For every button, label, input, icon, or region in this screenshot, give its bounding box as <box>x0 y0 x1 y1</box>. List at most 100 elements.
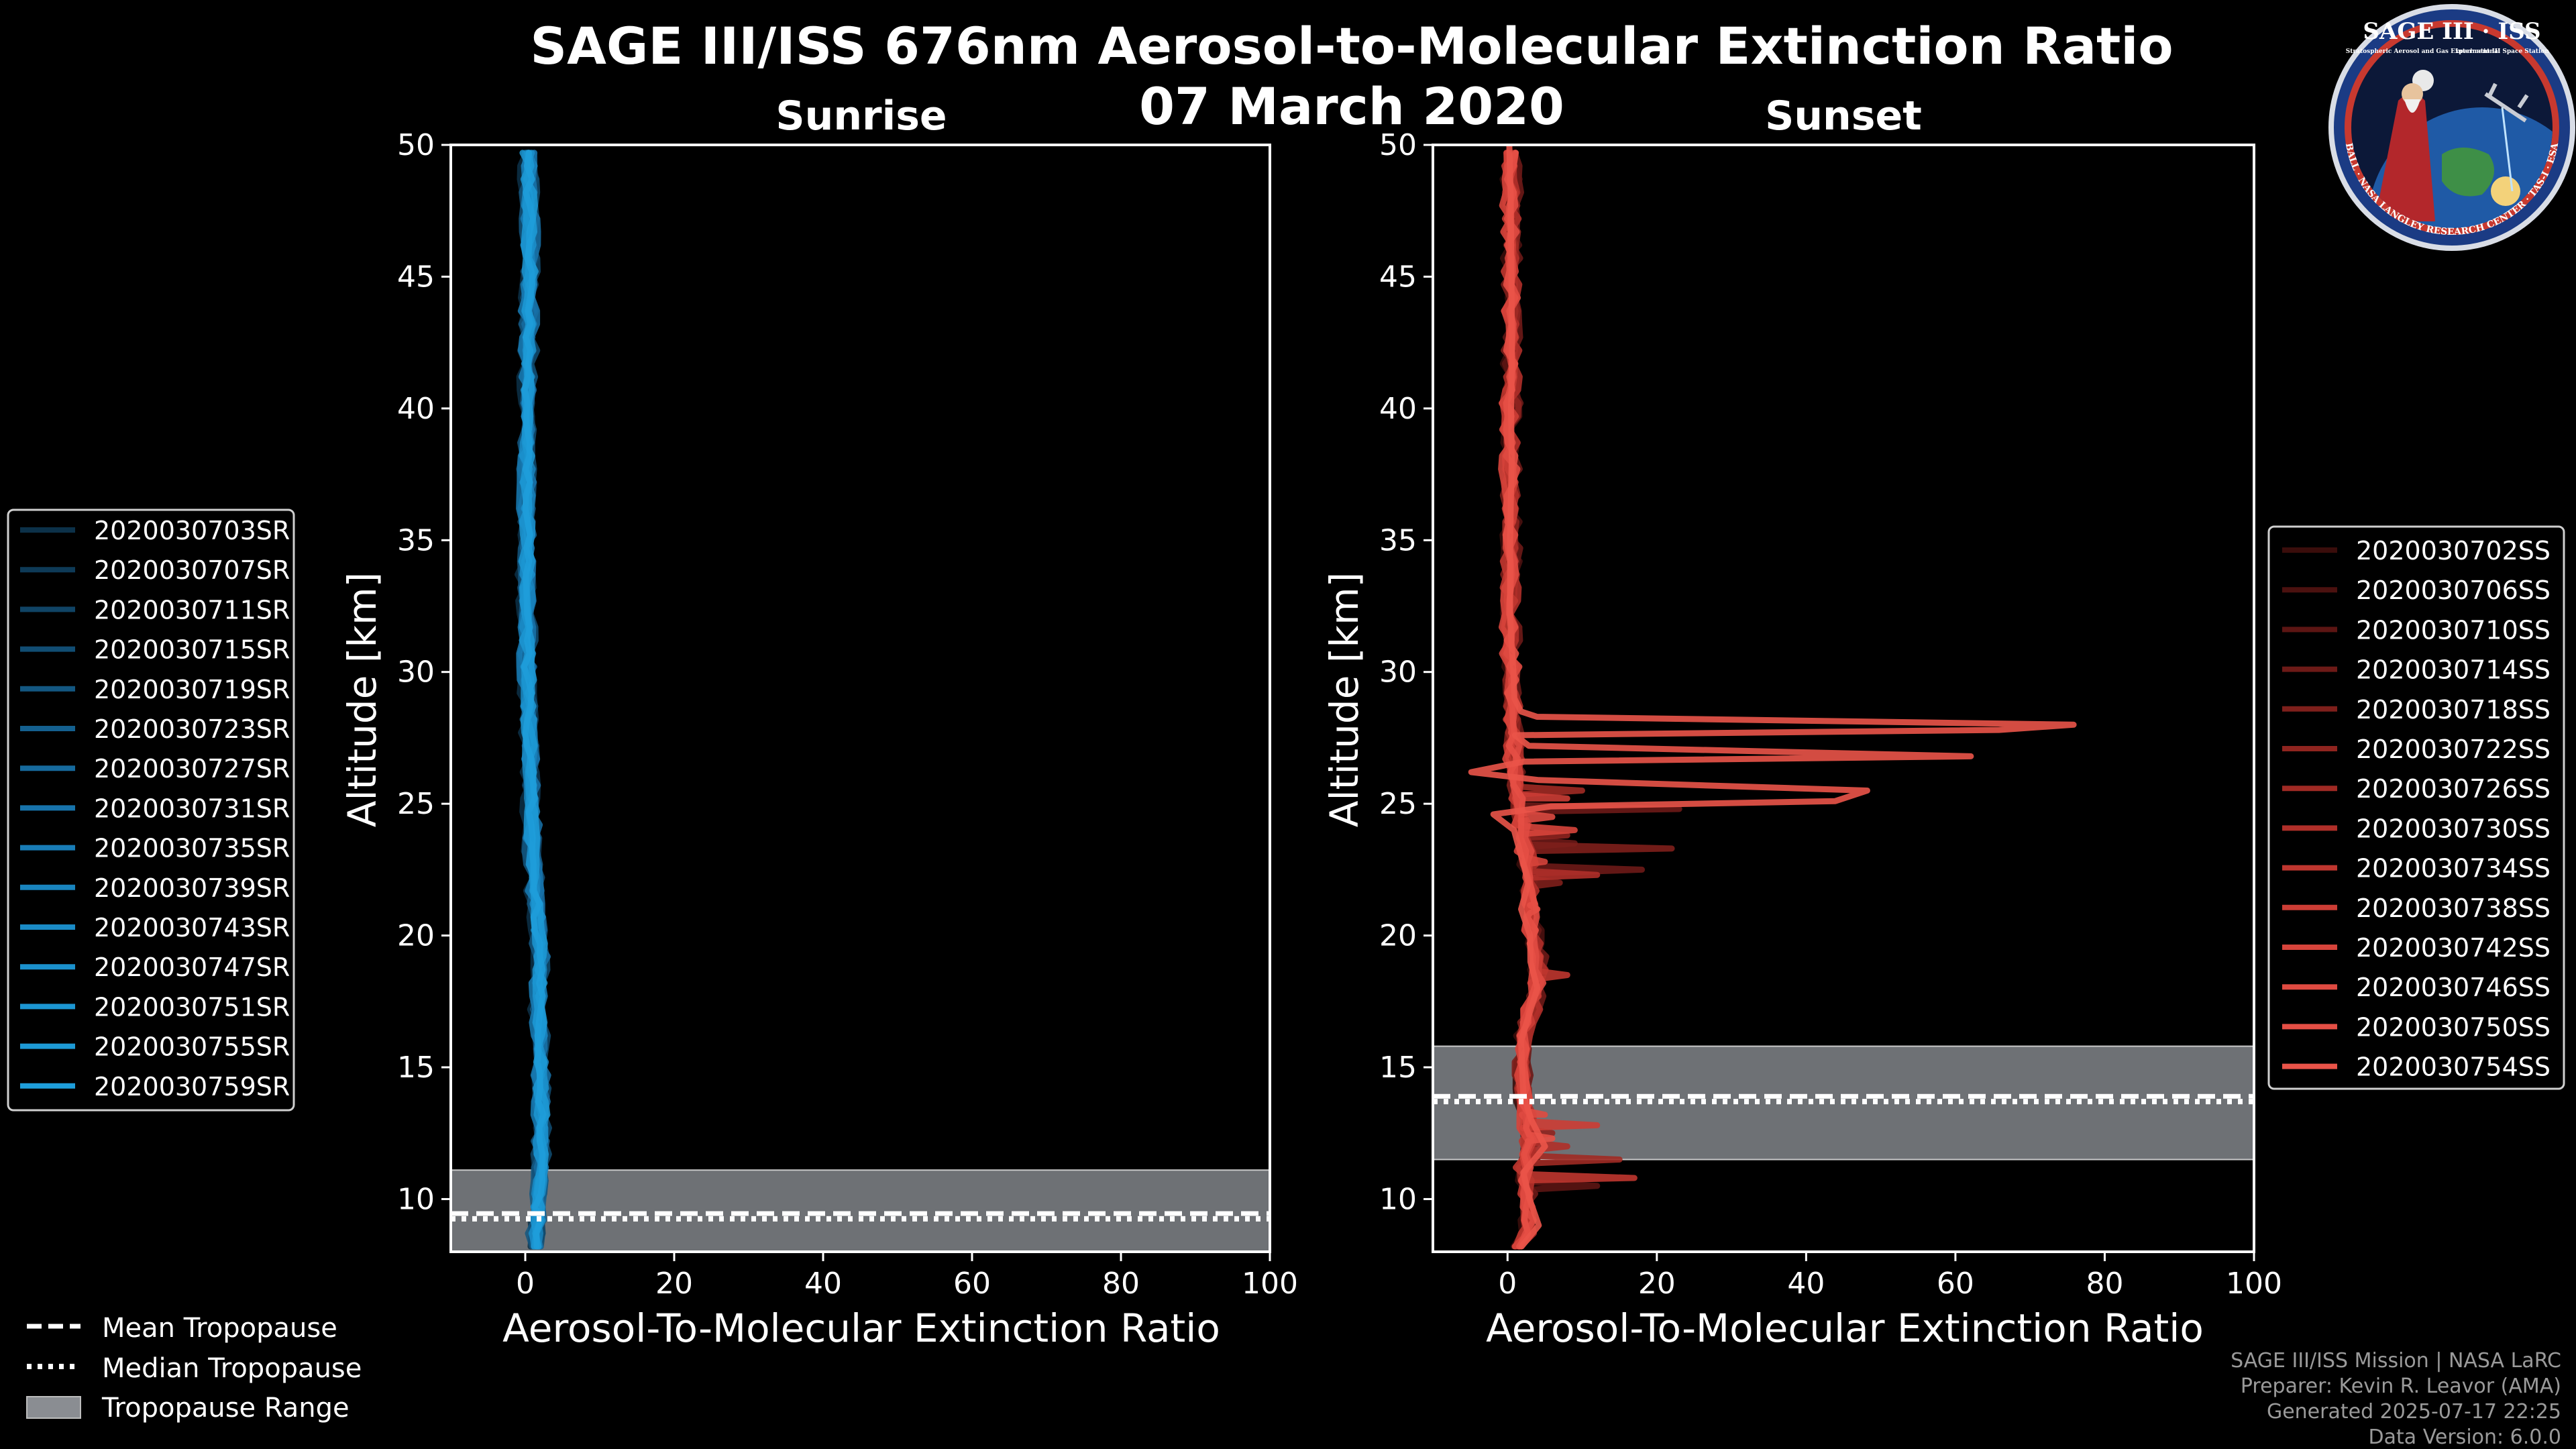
sunrise-y-tick-label: 40 <box>397 392 435 426</box>
sunrise-y-tick-label: 30 <box>397 655 435 690</box>
sunset-x-tick-label: 40 <box>1787 1267 1825 1301</box>
sunrise-tropopause-range <box>451 1169 1270 1252</box>
sunrise-y-axis-label: Altitude [km] <box>339 572 385 827</box>
logo-iss-station <box>2484 83 2529 123</box>
sunrise-y-tick-label: 35 <box>397 523 435 557</box>
sunrise-x-tick-label: 20 <box>655 1267 693 1301</box>
sunset-y-tick-label: 50 <box>1379 128 1417 162</box>
credits: SAGE III/ISS Mission | NASA LaRC Prepare… <box>2231 1349 2561 1449</box>
sunrise-legend-label: 2020030707SR <box>94 555 290 585</box>
sunrise-legend-label: 2020030751SR <box>94 992 290 1022</box>
sunrise-legend: 2020030703SR 2020030707SR 2020030711SR 2020… <box>7 508 295 1112</box>
sunrise-legend-label: 2020030731SR <box>94 794 290 823</box>
sunset-legend-label: 2020030702SS <box>2356 536 2551 566</box>
sunset-plot-content <box>1433 145 2254 1250</box>
sunrise-legend-label: 2020030743SR <box>94 913 290 943</box>
sunrise-legend-label: 2020030703SR <box>94 516 290 545</box>
sunrise-y-tick-label: 15 <box>397 1051 435 1085</box>
sunset-y-tick-label: 35 <box>1379 523 1417 557</box>
logo-title: SAGE III · ISS <box>2363 18 2540 45</box>
sunset-legend-label: 2020030706SS <box>2356 576 2551 605</box>
sunset-y-tick-label: 25 <box>1379 787 1417 821</box>
sunset-panel-title: Sunset <box>1765 93 1922 140</box>
sunset-legend-label: 2020030722SS <box>2356 735 2551 764</box>
sunrise-y-tick-label: 45 <box>397 260 435 294</box>
sunrise-legend-label: 2020030719SR <box>94 675 290 704</box>
sunset-y-tick-label: 20 <box>1379 919 1417 953</box>
median-tropopause-label: Median Tropopause <box>102 1353 362 1384</box>
sunset-legend-label: 2020030738SS <box>2356 894 2551 923</box>
logo-subtitle-left: Stratospheric Aerosol and Gas Experiment… <box>2346 48 2501 55</box>
logo-continent <box>2442 148 2494 197</box>
sunrise-y-tick-label: 10 <box>397 1182 435 1216</box>
sunset-plot-area: 10 15 20 25 30 35 40 45 50 0 20 40 60 80 100 <box>1379 128 2282 1301</box>
sunrise-legend-label: 2020030723SR <box>94 714 290 744</box>
sunset-panel: Sunset 10 15 20 25 30 35 40 45 50 0 20 40 60 80 100 Ae… <box>1322 93 2282 1351</box>
sunset-legend-label: 2020030710SS <box>2356 615 2551 645</box>
logo-sun <box>2491 176 2520 206</box>
sunset-legend-label: 2020030746SS <box>2356 973 2551 1002</box>
sunrise-panel-title: Sunrise <box>775 93 947 140</box>
sunrise-legend-label: 2020030739SR <box>94 873 290 903</box>
sunset-y-tick-label: 30 <box>1379 655 1417 690</box>
sunrise-y-tick-label: 25 <box>397 787 435 821</box>
sunset-legend-label: 2020030742SS <box>2356 933 2551 963</box>
sunrise-legend-label: 2020030755SR <box>94 1032 290 1062</box>
logo-figure-robe <box>2375 94 2435 221</box>
tropopause-range-swatch <box>26 1396 81 1419</box>
sunrise-x-tick-label: 60 <box>953 1267 991 1301</box>
sunrise-x-tick-label: 40 <box>804 1267 842 1301</box>
sunset-x-tick-label: 60 <box>1937 1267 1974 1301</box>
sunset-legend-label: 2020030754SS <box>2356 1053 2551 1082</box>
sunset-x-tick-label: 80 <box>2086 1267 2123 1301</box>
sunrise-y-tick-label: 50 <box>397 128 435 162</box>
sunrise-panel: Sunrise 10 15 20 25 30 35 40 45 50 0 20 40 60 80 100 A… <box>339 93 1298 1351</box>
sunset-y-tick-label: 15 <box>1379 1051 1417 1085</box>
sage-iii-iss-logo: SAGE III · ISS Stratospheric Aerosol and… <box>2328 4 2575 251</box>
logo-figure-beard <box>2404 99 2420 113</box>
sunset-legend-label: 2020030718SS <box>2356 695 2551 724</box>
sunset-y-tick-label: 40 <box>1379 392 1417 426</box>
sunrise-legend-label: 2020030727SR <box>94 754 290 784</box>
sunrise-plot-content <box>451 150 1270 1252</box>
sunrise-legend-label: 2020030715SR <box>94 635 290 665</box>
sunset-x-tick-label: 100 <box>2226 1267 2282 1301</box>
sunrise-x-tick-label: 0 <box>516 1267 535 1301</box>
sunrise-x-tick-label: 80 <box>1102 1267 1140 1301</box>
sunset-x-axis-label: Aerosol-To-Molecular Extinction Ratio <box>1486 1305 2204 1351</box>
sunrise-plot-area: 10 15 20 25 30 35 40 45 50 0 20 40 60 80 100 <box>397 128 1298 1301</box>
mean-tropopause-label: Mean Tropopause <box>102 1313 337 1344</box>
sunset-x-tick-label: 0 <box>1498 1267 1517 1301</box>
figure-date: 07 March 2020 <box>1139 76 1564 136</box>
sunset-legend-frame <box>2267 525 2565 1090</box>
sunrise-legend-label: 2020030735SR <box>94 834 290 863</box>
sunset-legend-label: 2020030750SS <box>2356 1012 2551 1042</box>
credit-preparer: Preparer: Kevin R. Leavor (AMA) <box>2241 1375 2561 1398</box>
sunrise-legend-frame <box>7 508 295 1112</box>
sunrise-y-tick-label: 20 <box>397 919 435 953</box>
sunrise-legend-label: 2020030759SR <box>94 1072 290 1102</box>
sunset-x-tick-label: 20 <box>1638 1267 1676 1301</box>
sunset-y-tick-label: 45 <box>1379 260 1417 294</box>
figure-title: SAGE III/ISS 676nm Aerosol-to-Molecular … <box>530 16 2173 76</box>
sunset-y-tick-label: 10 <box>1379 1182 1417 1216</box>
sunrise-series-2020030759SR <box>521 150 547 1250</box>
credit-data-version: Data Version: 6.0.0 <box>2369 1426 2561 1449</box>
tropopause-legend: Mean Tropopause Median Tropopause Tropop… <box>26 1313 362 1424</box>
logo-beam <box>2501 107 2514 192</box>
sunrise-x-tick-label: 100 <box>1242 1267 1298 1301</box>
tropopause-range-label: Tropopause Range <box>101 1393 350 1424</box>
sunrise-legend-label: 2020030711SR <box>94 595 290 625</box>
sunset-legend-label: 2020030730SS <box>2356 814 2551 843</box>
sunrise-legend-label: 2020030747SR <box>94 953 290 982</box>
sunrise-axes-frame <box>449 144 1271 1253</box>
sunset-legend-label: 2020030714SS <box>2356 655 2551 685</box>
sunset-axes-frame <box>1432 144 2255 1253</box>
sunset-series-2020030754SS <box>1468 145 2077 1250</box>
logo-subtitle-right: International Space Station <box>2455 48 2549 55</box>
sunset-legend-label: 2020030726SS <box>2356 774 2551 804</box>
sunrise-x-axis-label: Aerosol-To-Molecular Extinction Ratio <box>502 1305 1220 1351</box>
sunset-y-axis-label: Altitude [km] <box>1322 572 1367 827</box>
sunset-legend-label: 2020030734SS <box>2356 854 2551 883</box>
